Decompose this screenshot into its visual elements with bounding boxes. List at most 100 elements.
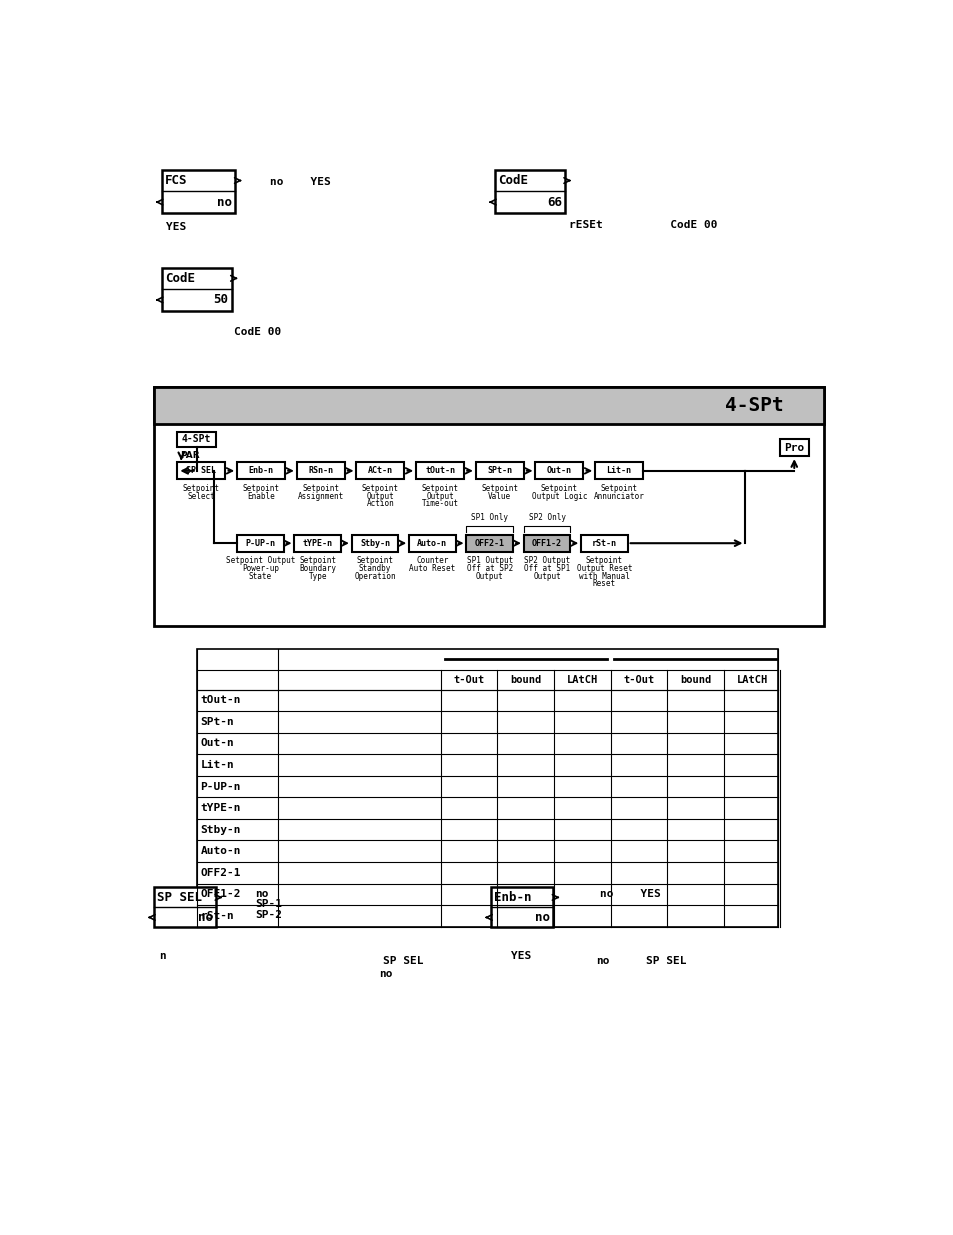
Text: ACt-n: ACt-n xyxy=(368,467,393,475)
Text: no: no xyxy=(378,969,392,979)
Bar xyxy=(535,462,583,479)
Text: SPt-n: SPt-n xyxy=(487,467,512,475)
Text: Lit-n: Lit-n xyxy=(606,467,631,475)
Text: YES: YES xyxy=(510,951,530,961)
Text: Stby-n: Stby-n xyxy=(359,538,390,547)
Text: Counter: Counter xyxy=(416,556,448,566)
Text: OFF1-2: OFF1-2 xyxy=(532,538,561,547)
Text: Setpoint: Setpoint xyxy=(540,484,578,493)
Bar xyxy=(154,387,823,424)
Text: Out-n: Out-n xyxy=(546,467,572,475)
Bar xyxy=(236,462,285,479)
Bar xyxy=(409,535,456,552)
Text: LAtCH: LAtCH xyxy=(736,674,767,685)
Text: Action: Action xyxy=(366,499,394,509)
Text: P-UP-n: P-UP-n xyxy=(245,538,275,547)
Bar xyxy=(177,462,225,479)
Bar xyxy=(595,462,642,479)
Bar xyxy=(476,462,523,479)
Text: SP SEL: SP SEL xyxy=(186,467,216,475)
Bar xyxy=(523,535,570,552)
Bar xyxy=(236,535,283,552)
Text: OFF2-1: OFF2-1 xyxy=(200,868,241,878)
Text: SP SEL: SP SEL xyxy=(382,956,423,966)
Text: YES: YES xyxy=(166,222,186,232)
Bar xyxy=(196,648,778,926)
Text: Setpoint: Setpoint xyxy=(302,484,339,493)
Text: with Manual: with Manual xyxy=(578,572,629,580)
Text: SP1 Only: SP1 Only xyxy=(471,514,508,522)
Text: Assignment: Assignment xyxy=(297,492,343,500)
Text: Output: Output xyxy=(366,492,394,500)
Text: rSt-n: rSt-n xyxy=(200,911,234,921)
Text: SP-1: SP-1 xyxy=(254,899,281,909)
Text: SP SEL: SP SEL xyxy=(645,956,686,966)
Text: Setpoint: Setpoint xyxy=(480,484,517,493)
Text: SP2 Output: SP2 Output xyxy=(523,556,570,566)
Text: Enb-n: Enb-n xyxy=(494,890,531,904)
Text: SPt-n: SPt-n xyxy=(200,716,234,727)
Bar xyxy=(154,387,823,424)
Bar xyxy=(296,462,344,479)
Text: FCS: FCS xyxy=(165,174,188,186)
Text: Setpoint: Setpoint xyxy=(242,484,279,493)
Text: 4-SPt: 4-SPt xyxy=(724,396,783,415)
Text: Setpoint: Setpoint xyxy=(421,484,458,493)
Text: Power-up: Power-up xyxy=(241,564,278,573)
Text: t-Out: t-Out xyxy=(453,674,484,685)
Text: rESEt          CodE 00: rESEt CodE 00 xyxy=(568,220,717,230)
Text: CodE: CodE xyxy=(165,272,194,285)
Text: 50: 50 xyxy=(213,294,229,306)
Text: Output: Output xyxy=(426,492,454,500)
Bar xyxy=(466,535,513,552)
Text: no: no xyxy=(198,911,213,924)
Text: no    YES: no YES xyxy=(599,888,659,899)
Text: Output: Output xyxy=(533,572,560,580)
Bar xyxy=(352,535,397,552)
Text: bound: bound xyxy=(679,674,710,685)
Text: Lit-n: Lit-n xyxy=(200,760,234,769)
Text: State: State xyxy=(249,572,272,580)
Text: Auto-n: Auto-n xyxy=(416,538,447,547)
Text: Off at SP2: Off at SP2 xyxy=(466,564,513,573)
Text: Stby-n: Stby-n xyxy=(200,825,241,835)
Bar xyxy=(580,535,627,552)
Text: Output Reset: Output Reset xyxy=(576,564,632,573)
Text: OFF2-1: OFF2-1 xyxy=(475,538,504,547)
Text: 66: 66 xyxy=(546,195,561,209)
Text: Out-n: Out-n xyxy=(200,739,234,748)
Text: Off at SP1: Off at SP1 xyxy=(523,564,570,573)
Text: no: no xyxy=(217,195,233,209)
Text: no: no xyxy=(596,956,609,966)
Text: no: no xyxy=(254,888,268,899)
Bar xyxy=(162,169,235,212)
Text: tYPE-n: tYPE-n xyxy=(302,538,333,547)
Bar xyxy=(154,888,216,927)
Text: Select: Select xyxy=(188,492,215,500)
Text: n: n xyxy=(159,951,166,961)
Text: Annunciator: Annunciator xyxy=(593,492,644,500)
Text: Enb-n: Enb-n xyxy=(249,467,274,475)
Text: OFF1-2: OFF1-2 xyxy=(200,889,241,899)
Bar xyxy=(491,888,553,927)
Text: LAtCH: LAtCH xyxy=(566,674,598,685)
Text: P-UP-n: P-UP-n xyxy=(200,782,241,792)
Bar xyxy=(294,535,340,552)
Bar xyxy=(416,462,464,479)
Text: PAR: PAR xyxy=(179,451,199,459)
Text: SP SEL: SP SEL xyxy=(157,890,202,904)
Bar xyxy=(162,268,232,311)
Text: rSt-n: rSt-n xyxy=(591,538,617,547)
Text: Setpoint: Setpoint xyxy=(585,556,622,566)
Text: RSn-n: RSn-n xyxy=(308,467,333,475)
Text: SP-2: SP-2 xyxy=(254,910,281,920)
Text: Setpoint: Setpoint xyxy=(361,484,398,493)
Text: SP1 Output: SP1 Output xyxy=(466,556,513,566)
Text: tOut-n: tOut-n xyxy=(425,467,455,475)
Text: SP2 Only: SP2 Only xyxy=(528,514,565,522)
Text: Standby: Standby xyxy=(358,564,391,573)
Text: 4-SPt: 4-SPt xyxy=(182,435,212,445)
Bar xyxy=(154,387,823,626)
Text: Setpoint: Setpoint xyxy=(299,556,335,566)
Text: Setpoint: Setpoint xyxy=(183,484,220,493)
